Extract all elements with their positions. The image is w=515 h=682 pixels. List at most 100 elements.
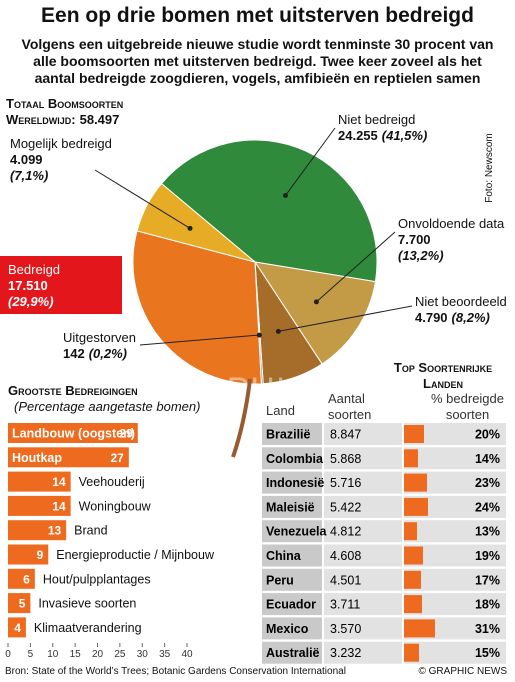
x-tick-label: 40: [181, 649, 193, 660]
bar: [8, 568, 35, 589]
pie-slice: [132, 230, 262, 385]
photo-credit: Foto: Newscom: [484, 133, 495, 203]
threatened-label: 24%: [475, 500, 500, 514]
x-tick-label: 0: [5, 649, 11, 660]
slice-value: 4.790: [415, 310, 448, 325]
bar-category: Woningbouw: [79, 499, 152, 513]
cell-bg: [262, 641, 322, 664]
bar-category: Klimaatverandering: [34, 621, 142, 635]
country: China: [266, 549, 302, 563]
slice-value: 142: [63, 346, 85, 361]
leader-dot: [187, 225, 193, 231]
country: Peru: [266, 573, 294, 587]
leader-line: [139, 334, 260, 346]
slice-share: (7,1%): [10, 168, 49, 183]
slice-share: (41,5%): [381, 128, 428, 143]
threatened-label: 14%: [475, 452, 500, 466]
bar: [8, 593, 31, 614]
cell-bg: [324, 471, 402, 494]
leader-dot: [256, 332, 262, 338]
bar: [8, 520, 67, 541]
bar-category: Brand: [74, 524, 107, 538]
total-line: Wereldwijd: 58.497: [6, 112, 123, 128]
cell-bg: [262, 593, 322, 616]
bar-value: 9: [37, 548, 44, 562]
bar-value: 14: [52, 475, 66, 489]
species-count: 3.570: [330, 622, 361, 636]
cell-bg: [324, 593, 402, 616]
bar-value: 14: [52, 499, 66, 513]
total-label: Totaal Boomsoorten Wereldwijd: 58.497: [6, 96, 123, 128]
table-title: Top Soortenrijke Landen: [393, 360, 493, 391]
cell-bg: [324, 423, 402, 445]
species-count: 4.608: [330, 549, 361, 563]
column-header: Land: [266, 403, 295, 418]
cell-bg: [262, 568, 322, 591]
cell-bg: [404, 544, 506, 567]
bar-category: Houtkap: [12, 451, 62, 465]
x-tick-label: 20: [92, 649, 104, 660]
bar-value: 27: [110, 451, 124, 465]
bar-category: Veehouderij: [79, 475, 145, 489]
bar: [8, 471, 71, 492]
x-tick-label: 5: [28, 649, 34, 660]
title: Een op drie bomen met uitsterven bedreig…: [41, 4, 474, 27]
total-prefix: Wereldwijd:: [6, 112, 76, 127]
pie-slice: [253, 261, 376, 365]
watermark: GRAPHIC NEWS: [150, 371, 429, 409]
leader-line: [285, 127, 336, 196]
cell-bg: [324, 641, 402, 664]
species-count: 5.868: [330, 452, 361, 466]
cell-bg: [262, 447, 322, 470]
x-tick-label: 15: [70, 649, 82, 660]
slice-share: (29,9%): [8, 294, 54, 309]
cell-bg: [262, 423, 322, 445]
slice-name: Niet beoordeeld: [415, 294, 507, 309]
species-count: 5.716: [330, 476, 361, 490]
slice-value: 24.255: [338, 128, 378, 143]
country: Indonesië: [266, 476, 324, 490]
cell-bg: [262, 495, 322, 518]
subtitle: Volgens een uitgebreide nieuwe studie wo…: [21, 36, 494, 86]
highlight-box: [0, 256, 122, 314]
bar-category: Invasieve soorten: [38, 597, 136, 611]
threatened-label: 23%: [475, 476, 500, 490]
cell-bg: [262, 617, 322, 640]
country: Colombia: [266, 452, 324, 466]
cell-bg: [404, 495, 506, 518]
bar-value: 4: [14, 621, 21, 635]
bar: [8, 495, 71, 516]
species-count: 8.847: [330, 428, 361, 442]
row-bar: [404, 546, 423, 565]
pie-slice: [136, 182, 256, 263]
cell-bg: [262, 520, 322, 543]
slice-value: 7.700: [398, 232, 431, 247]
total-value: 58.497: [79, 112, 120, 127]
column-header: % bedreigde soorten: [431, 391, 504, 422]
species-count: 3.711: [330, 598, 360, 612]
cell-bg: [404, 471, 506, 494]
cell-bg: [404, 593, 506, 616]
slice-share: (8,2%): [451, 310, 490, 325]
cell-bg: [324, 520, 402, 543]
threatened-label: 20%: [475, 428, 500, 442]
cell-bg: [324, 447, 402, 470]
cell-bg: [404, 568, 506, 591]
bar: [8, 617, 26, 638]
cell-bg: [324, 617, 402, 640]
leader-line: [316, 231, 396, 303]
species-count: 4.812: [330, 525, 361, 539]
pie-slice: [160, 139, 378, 283]
row-bar: [404, 595, 422, 614]
row-bar: [404, 570, 421, 589]
threatened-label: 15%: [475, 646, 500, 660]
row-bar: [404, 473, 427, 492]
slice-name: Niet bedreigd: [338, 112, 416, 127]
slice-name: Mogelijk bedreigd: [10, 136, 112, 151]
source: Bron: State of the World’s Trees; Botani…: [5, 666, 346, 677]
country: Venezuela: [266, 525, 327, 539]
species-count: 5.422: [330, 500, 361, 514]
row-bar: [404, 643, 419, 662]
bar-value: 13: [48, 524, 62, 538]
